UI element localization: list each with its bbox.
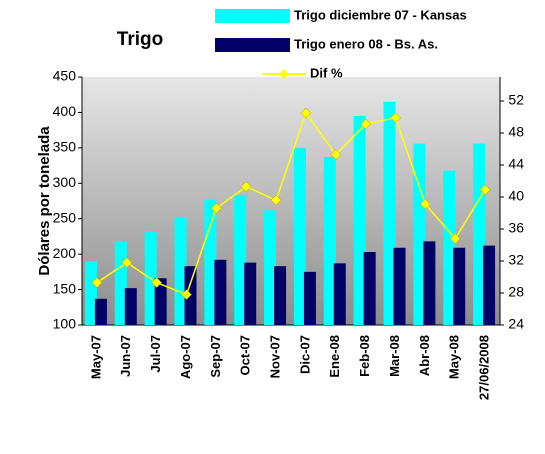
x-tick-label: May-07 bbox=[88, 335, 103, 379]
line-marker bbox=[270, 194, 282, 206]
bar bbox=[333, 263, 346, 325]
bar bbox=[124, 288, 137, 325]
y2-tick-label: 48 bbox=[508, 124, 524, 140]
x-tick-label: Ago-07 bbox=[178, 335, 193, 379]
y2-tick-label: 40 bbox=[508, 188, 524, 204]
line-marker bbox=[211, 202, 222, 214]
bar bbox=[204, 199, 217, 325]
x-tick-label: Dic-07 bbox=[297, 335, 312, 374]
y-tick-label: 100 bbox=[53, 316, 77, 332]
y-tick-label: 450 bbox=[53, 68, 77, 84]
y-tick-label: 150 bbox=[53, 280, 77, 296]
line-marker bbox=[121, 257, 133, 268]
y-tick-label: 200 bbox=[53, 245, 77, 261]
bar bbox=[154, 278, 167, 325]
legend-label: Trigo enero 08 - Bs. As. bbox=[294, 36, 438, 51]
x-tick-label: Nov-07 bbox=[268, 335, 283, 378]
x-tick-label: Jun-07 bbox=[118, 335, 133, 377]
bar bbox=[264, 210, 277, 325]
y2-tick-label: 44 bbox=[508, 156, 524, 172]
legend-swatch bbox=[215, 38, 290, 52]
bar bbox=[274, 266, 287, 325]
bar bbox=[84, 261, 97, 325]
y-tick-label: 250 bbox=[53, 209, 77, 225]
bar bbox=[383, 101, 396, 325]
x-tick-label: Sep-07 bbox=[208, 335, 223, 378]
bar bbox=[94, 298, 107, 325]
bar bbox=[293, 147, 306, 325]
y-axis-label: Dólares por tonelada bbox=[36, 126, 53, 276]
bar bbox=[214, 259, 227, 325]
legend-label: Dif % bbox=[310, 65, 343, 80]
x-tick-label: Oct-07 bbox=[238, 335, 253, 375]
bar bbox=[443, 170, 456, 325]
x-tick-label: Ene-08 bbox=[327, 335, 342, 378]
bar bbox=[423, 241, 436, 325]
x-tick-label: 27/06/2008 bbox=[477, 335, 492, 400]
x-tick-label: Abr-08 bbox=[417, 335, 432, 376]
y2-tick-label: 32 bbox=[508, 252, 524, 268]
legend-swatch bbox=[215, 9, 290, 23]
bar bbox=[174, 217, 187, 325]
legend-marker bbox=[279, 69, 289, 79]
line-marker bbox=[181, 289, 192, 300]
y2-tick-label: 52 bbox=[508, 92, 524, 108]
y2-tick-label: 24 bbox=[508, 316, 524, 332]
bar bbox=[323, 157, 336, 325]
line-marker bbox=[91, 277, 103, 288]
line-marker bbox=[330, 149, 342, 160]
bar bbox=[393, 247, 406, 325]
bar bbox=[363, 252, 376, 325]
line-marker bbox=[360, 118, 371, 130]
x-tick-label: Feb-08 bbox=[357, 335, 372, 377]
y2-tick-label: 36 bbox=[508, 220, 524, 236]
chart-title: Trigo bbox=[117, 29, 163, 50]
line-marker bbox=[390, 112, 401, 124]
bar bbox=[244, 262, 257, 325]
x-tick-label: May-08 bbox=[447, 335, 462, 379]
y-tick-label: 300 bbox=[53, 174, 77, 190]
x-tick-label: Jul-07 bbox=[148, 335, 163, 373]
bar bbox=[483, 245, 496, 325]
line-marker bbox=[449, 233, 461, 244]
legend-label: Trigo diciembre 07 - Kansas bbox=[294, 7, 467, 22]
line-marker bbox=[479, 184, 491, 196]
bar bbox=[353, 115, 366, 325]
y-tick-label: 400 bbox=[53, 103, 77, 119]
line bbox=[96, 111, 486, 296]
bar bbox=[453, 247, 466, 325]
bar bbox=[413, 143, 426, 325]
line-marker bbox=[151, 277, 162, 288]
x-tick-label: Mar-08 bbox=[387, 335, 402, 377]
line-marker bbox=[240, 181, 252, 192]
y-tick-label: 350 bbox=[53, 139, 77, 155]
line-marker bbox=[420, 198, 431, 210]
y2-tick-label: 28 bbox=[508, 284, 524, 300]
line-marker bbox=[300, 107, 312, 119]
bar bbox=[234, 195, 247, 325]
bar bbox=[303, 271, 316, 325]
